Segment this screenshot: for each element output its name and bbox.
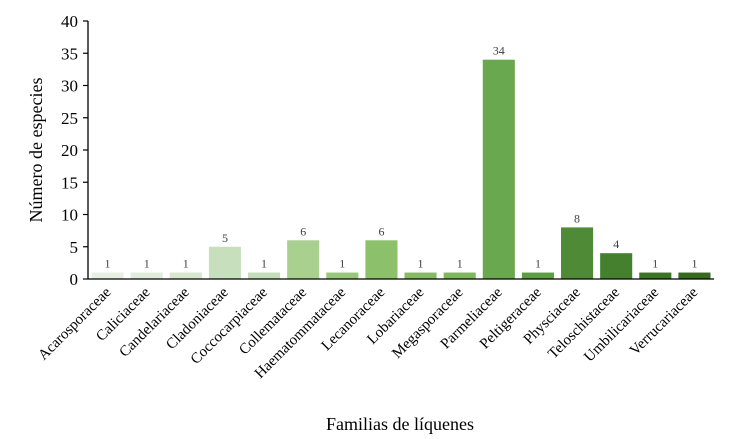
category-label-verrucariaceae: Verrucariaceae <box>627 284 702 359</box>
data-label-lobariaceae: 1 <box>418 257 424 271</box>
bar-physciaceae <box>561 227 594 279</box>
data-label-candelariaceae: 1 <box>183 257 189 271</box>
data-label-lecanoraceae: 6 <box>378 224 384 238</box>
y-tick-label-5: 5 <box>70 238 79 257</box>
bar-lecanoraceae <box>365 240 398 279</box>
bar-haematommataceae <box>326 272 359 279</box>
bar-coccocarpiaceae <box>248 272 281 279</box>
y-axis-title: Número de especies <box>26 78 46 223</box>
bar-cladoniaceae <box>208 246 241 279</box>
y-tick-label-25: 25 <box>61 109 78 128</box>
bar-caliciaceae <box>130 272 163 279</box>
y-tick-label-10: 10 <box>61 206 78 225</box>
data-label-peltigeraceae: 1 <box>535 257 541 271</box>
data-label-physciaceae: 8 <box>574 211 580 225</box>
y-tick-label-20: 20 <box>61 141 78 160</box>
bar-peltigeraceae <box>521 272 554 279</box>
x-axis-title: Familias de líquenes <box>326 414 474 434</box>
bar-candelariaceae <box>169 272 202 279</box>
bar-lobariaceae <box>404 272 437 279</box>
plot-area: 1Acarosporaceae1Caliciaceae1Candelariace… <box>35 12 714 382</box>
data-label-cladoniaceae: 5 <box>222 231 228 245</box>
data-label-verrucariaceae: 1 <box>691 257 697 271</box>
bar-megasporaceae <box>443 272 476 279</box>
y-tick-label-40: 40 <box>61 12 78 31</box>
data-label-haematommataceae: 1 <box>339 257 345 271</box>
y-tick-label-0: 0 <box>70 270 79 289</box>
data-label-collemataceae: 6 <box>300 224 306 238</box>
data-label-megasporaceae: 1 <box>457 257 463 271</box>
data-label-parmeliaceae: 34 <box>493 44 505 58</box>
data-label-coccocarpiaceae: 1 <box>261 257 267 271</box>
y-tick-label-15: 15 <box>61 173 78 192</box>
y-tick-label-35: 35 <box>61 44 78 63</box>
data-label-acarosporaceae: 1 <box>105 257 111 271</box>
bar-teloschistaceae <box>600 253 633 279</box>
data-label-teloschistaceae: 4 <box>613 237 619 251</box>
data-label-umbilicariaceae: 1 <box>652 257 658 271</box>
y-tick-label-30: 30 <box>61 77 78 96</box>
data-label-caliciaceae: 1 <box>144 257 150 271</box>
bar-umbilicariaceae <box>639 272 672 279</box>
bar-acarosporaceae <box>91 272 124 279</box>
bar-collemataceae <box>287 240 320 279</box>
bar-verrucariaceae <box>678 272 711 279</box>
bar-parmeliaceae <box>482 59 515 280</box>
